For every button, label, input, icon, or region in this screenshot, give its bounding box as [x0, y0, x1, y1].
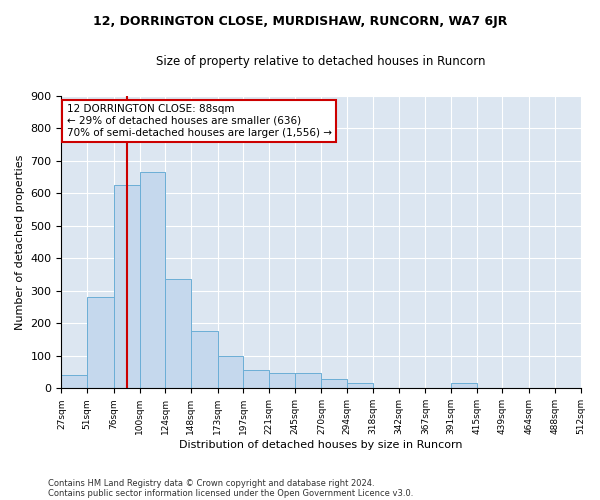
Bar [165, 280, 191, 388]
Bar [322, 378, 347, 388]
Bar [191, 332, 218, 388]
Y-axis label: Number of detached properties: Number of detached properties [15, 154, 25, 330]
Bar [114, 185, 140, 388]
Text: Contains public sector information licensed under the Open Government Licence v3: Contains public sector information licen… [48, 488, 413, 498]
Text: 12 DORRINGTON CLOSE: 88sqm
← 29% of detached houses are smaller (636)
70% of sem: 12 DORRINGTON CLOSE: 88sqm ← 29% of deta… [67, 104, 332, 138]
Bar [244, 370, 269, 388]
Bar [140, 172, 165, 388]
Bar [61, 374, 87, 388]
Bar [87, 298, 114, 388]
X-axis label: Distribution of detached houses by size in Runcorn: Distribution of detached houses by size … [179, 440, 463, 450]
Bar [295, 373, 322, 388]
Text: 12, DORRINGTON CLOSE, MURDISHAW, RUNCORN, WA7 6JR: 12, DORRINGTON CLOSE, MURDISHAW, RUNCORN… [93, 15, 507, 28]
Bar [269, 373, 295, 388]
Bar [218, 356, 244, 388]
Title: Size of property relative to detached houses in Runcorn: Size of property relative to detached ho… [156, 55, 486, 68]
Bar [347, 384, 373, 388]
Text: Contains HM Land Registry data © Crown copyright and database right 2024.: Contains HM Land Registry data © Crown c… [48, 478, 374, 488]
Bar [451, 384, 476, 388]
